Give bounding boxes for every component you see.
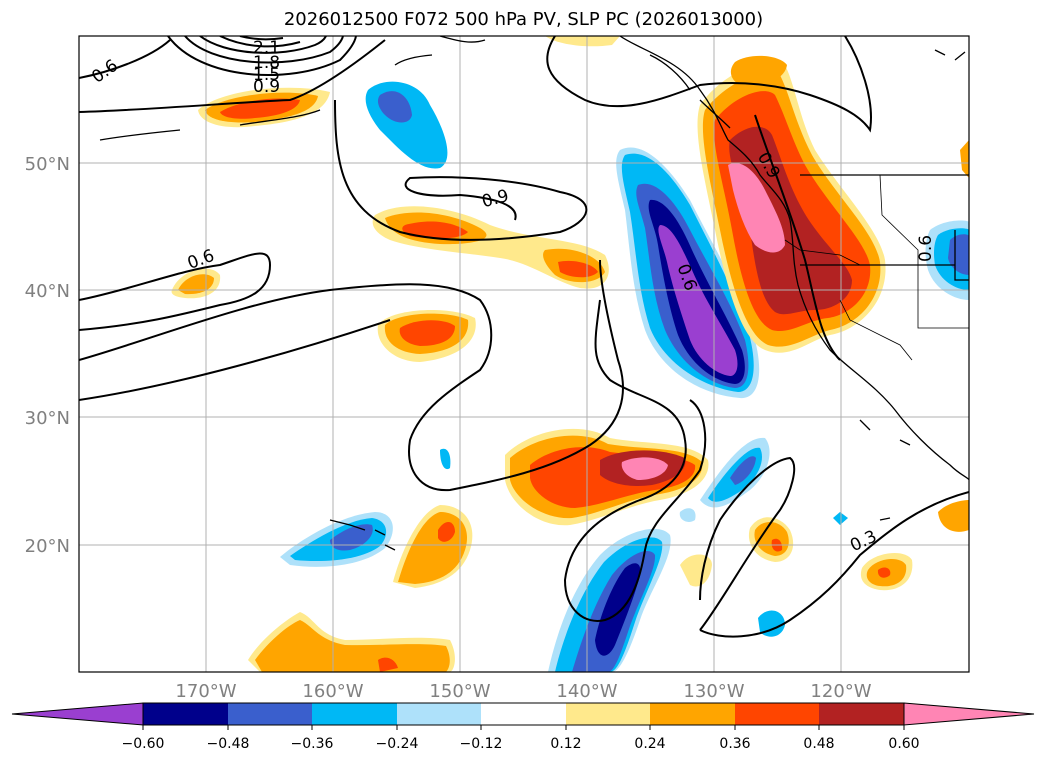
contour-label: 0.6 — [916, 235, 936, 262]
colorbar-segment — [819, 703, 904, 725]
coastlines — [99, 36, 969, 551]
colorbar-tick-label: 0.48 — [803, 736, 834, 752]
map-frame — [78, 35, 970, 673]
contour-label: 1.8 — [253, 53, 280, 73]
colorbar-tick-label: −0.12 — [460, 736, 503, 752]
latitude-labels: 50°N 40°N 30°N 20°N — [25, 154, 70, 557]
colorbar-tick-label: −0.24 — [376, 736, 419, 752]
lon-label-130w: 130°W — [683, 681, 744, 702]
colorbar-segment — [143, 703, 228, 725]
colorbar-tick-label: −0.36 — [291, 736, 334, 752]
colorbar-tick-label: 0.24 — [634, 736, 665, 752]
colorbar-tick-label: 0.12 — [550, 736, 581, 752]
lon-label-120w: 120°W — [810, 681, 871, 702]
lon-label-140w: 140°W — [556, 681, 617, 702]
graticule — [79, 36, 969, 672]
colorbar-segment — [481, 703, 566, 725]
colorbar-extend-min — [11, 702, 144, 726]
colorbar-segment — [228, 703, 312, 725]
colorbar-segment — [397, 703, 481, 725]
lon-label-160w: 160°W — [302, 681, 363, 702]
lat-label-40n: 40°N — [25, 281, 70, 302]
colorbar-segment — [735, 703, 819, 725]
colorbar-segment — [650, 703, 735, 725]
lon-label-150w: 150°W — [429, 681, 490, 702]
contour-label: 2.1 — [253, 38, 280, 58]
colorbar-segment — [312, 703, 397, 725]
colorbar-tick-label: 0.36 — [719, 736, 750, 752]
contour-label: 0.9 — [253, 77, 280, 97]
map-area: 0.6 2.1 1.8 1.5 0.9 0.9 0.6 0.6 0.9 0.6 … — [79, 36, 969, 672]
colorbar-tick-label: 0.60 — [888, 736, 919, 752]
lat-label-20n: 20°N — [25, 536, 70, 557]
colorbar: −0.60 −0.48 −0.36 −0.24 −0.12 0.12 0.24 … — [11, 702, 1035, 752]
longitude-labels: 170°W 160°W 150°W 140°W 130°W 120°W — [175, 681, 871, 702]
colorbar-tick-label: −0.48 — [207, 736, 250, 752]
colorbar-extend-max — [903, 702, 1035, 726]
lon-label-170w: 170°W — [175, 681, 236, 702]
map-title: 2026012500 F072 500 hPa PV, SLP PC (2026… — [283, 9, 764, 30]
lat-label-50n: 50°N — [25, 154, 70, 175]
contour-label: 1.5 — [253, 65, 280, 85]
colorbar-segment — [566, 703, 650, 725]
slp-contours — [79, 36, 969, 638]
lat-label-30n: 30°N — [25, 408, 70, 429]
colorbar-tick-label: −0.60 — [122, 736, 165, 752]
